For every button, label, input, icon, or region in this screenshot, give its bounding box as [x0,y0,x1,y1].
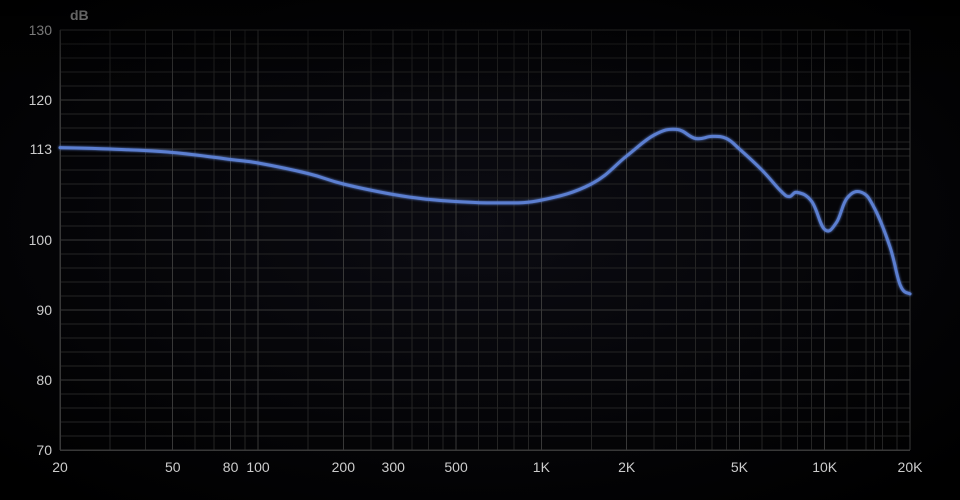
x-tick-label: 1K [533,459,551,475]
x-tick-label: 10K [812,459,838,475]
x-tick-label: 2K [618,459,636,475]
x-tick-label: 200 [332,459,356,475]
y-tick-label: 70 [36,442,52,458]
x-tick-label: 5K [731,459,749,475]
x-tick-label: 20K [898,459,924,475]
x-tick-label: 20 [52,459,68,475]
x-tick-label: 300 [382,459,406,475]
x-tick-label: 50 [165,459,181,475]
y-tick-label: 90 [36,302,52,318]
y-tick-label: 120 [29,92,53,108]
chart-svg: 70 80 90 100 113 120 130 20 50 80 100 200 300 500 1K 2K… [0,0,960,500]
x-tick-label: 100 [246,459,270,475]
x-tick-label: 80 [223,459,239,475]
y-tick-label: 100 [29,232,53,248]
y-axis-unit: dB [70,7,89,23]
frequency-response-chart: 70 80 90 100 113 120 130 20 50 80 100 200 300 500 1K 2K… [0,0,960,500]
y-tick-label: 80 [36,372,52,388]
y-tick-label: 130 [29,22,53,38]
x-tick-label: 500 [444,459,468,475]
y-tick-label: 113 [30,141,53,157]
